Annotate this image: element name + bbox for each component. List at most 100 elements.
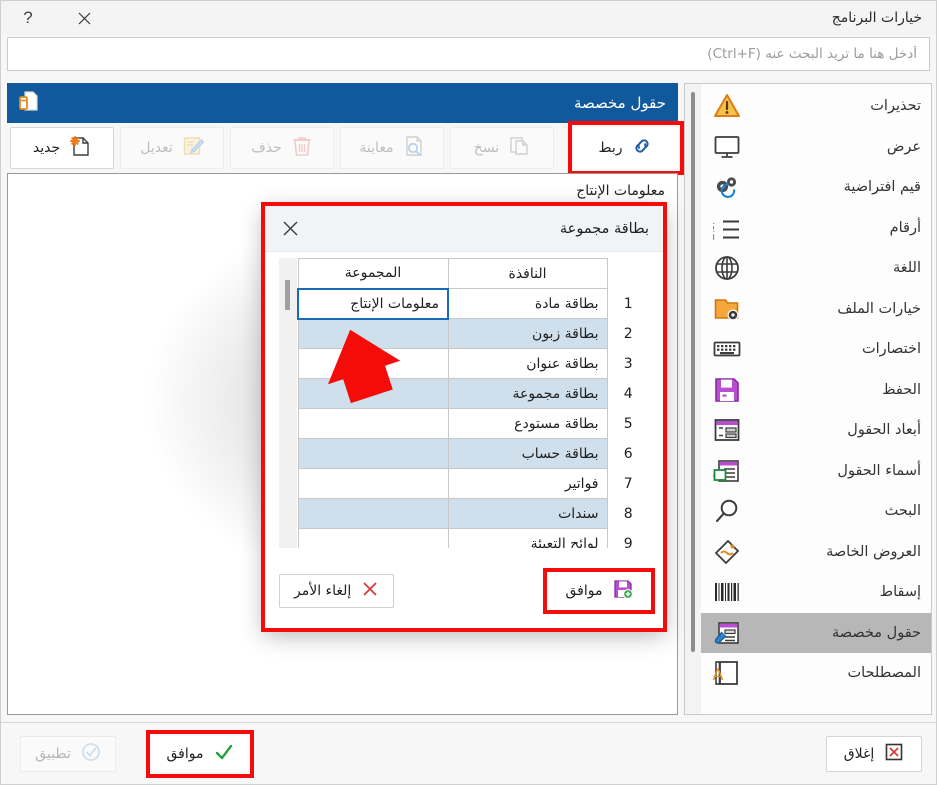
sidebar-scrollbar-thumb[interactable] [691,92,695,652]
sidebar-item-file-options[interactable]: خيارات الملف [701,289,931,330]
sidebar-item-terminology[interactable]: A المصطلحات [701,653,931,694]
numbered-list-icon: 1 2 3 [711,213,743,243]
dialog-close-button[interactable] [271,211,309,247]
gears-refresh-icon [711,172,743,202]
grid-header-group[interactable]: المجموعة [297,258,449,289]
cell-group[interactable] [297,318,449,349]
sidebar-item-warnings[interactable]: تحذيرات [701,86,931,127]
window-title: خيارات البرنامج [831,10,922,26]
cell-group[interactable] [297,378,449,409]
sidebar-item-field-names[interactable]: <> أسماء الحقول [701,451,931,492]
save-add-icon [613,579,633,603]
close-button[interactable] [67,3,101,33]
sidebar-item-field-dimensions[interactable]: أبعاد الحقول [701,410,931,451]
cell-window[interactable]: بطاقة مستودع [447,408,608,439]
ok-button[interactable]: موافق [146,730,254,778]
row-number: 9 [606,528,649,548]
grid-vertical-scrollbar[interactable] [279,258,297,548]
close-button-label: إغلاق [843,746,875,762]
sidebar-item-default-values[interactable]: قيم افتراضية [701,167,931,208]
grid-rownum-header [607,258,649,289]
close-dialog-button[interactable]: إغلاق [826,736,922,772]
sidebar-item-display[interactable]: عرض [701,127,931,168]
cell-window[interactable]: بطاقة حساب [447,438,608,469]
help-button[interactable]: ? [11,3,45,33]
row-number: 2 [606,318,649,349]
dialog-ok-label: موافق [565,583,603,599]
table-row[interactable]: 2 بطاقة زبون [297,318,649,349]
custom-fields-header-icon [17,89,41,117]
settings-sidebar: تحذيرات عرض قيم افتراضية [684,83,932,715]
cell-group[interactable] [297,408,449,439]
preview-magnifier-icon [403,135,425,161]
table-row[interactable]: 4 بطاقة مجموعة [297,378,649,409]
new-button[interactable]: جديد [10,127,114,169]
sidebar-item-custom-fields[interactable]: حقول مخصصة [701,612,931,653]
table-row[interactable]: 8 سندات [297,498,649,529]
grid-scrollbar-thumb[interactable] [285,280,290,310]
svg-text:A: A [713,665,724,684]
sidebar-item-drop[interactable]: إسقاط [701,572,931,613]
table-row[interactable]: 6 بطاقة حساب [297,438,649,469]
link-button[interactable]: ربط [568,121,684,175]
sidebar-item-label: تحذيرات [870,98,921,115]
copy-button[interactable]: نسخ [450,127,554,169]
link-button-label: ربط [598,140,623,156]
sidebar-item-label: العروض الخاصة [826,543,921,560]
grid-table: النافذة المجموعة 1 بطاقة مادة معلومات ال… [297,258,649,548]
delete-button[interactable]: حذف [230,127,334,169]
sidebar-item-label: إسقاط [879,584,921,601]
table-row[interactable]: 1 بطاقة مادة معلومات الإنتاج [297,287,649,320]
cell-group-selected[interactable]: معلومات الإنتاج [297,287,449,320]
magnifier-icon [711,496,743,526]
cell-group[interactable] [297,498,449,529]
sidebar-item-language[interactable]: اللغة [701,248,931,289]
cell-window[interactable]: لوائح التعبئة [447,528,608,548]
apply-button-label: تطبيق [35,746,71,762]
preview-button[interactable]: معاينة [340,127,444,169]
sidebar-item-search[interactable]: البحث [701,491,931,532]
sidebar-item-save[interactable]: الحفظ [701,370,931,411]
search-input[interactable] [7,37,930,71]
cell-window[interactable]: بطاقة مادة [447,288,608,319]
search-row [7,37,930,73]
sidebar-item-label: اختصارات [861,341,921,358]
dialog-title: بطاقة مجموعة [559,220,649,237]
cell-window[interactable]: بطاقة مجموعة [447,378,608,409]
sidebar-item-label: أرقام [889,219,921,236]
table-row[interactable]: 9 لوائح التعبئة [297,528,649,548]
cell-window[interactable]: بطاقة عنوان [447,348,608,379]
sidebar-item-special-offers[interactable]: العروض الخاصة [701,532,931,573]
table-row[interactable]: 7 فواتير [297,468,649,499]
field-names-code-icon: <> [711,456,743,486]
panel-toolbar: ربط نسخ معاينة حذف [7,121,684,175]
barcode-icon [711,577,743,607]
new-document-icon [69,135,91,161]
cell-window[interactable]: سندات [447,498,608,529]
link-chain-icon [631,135,653,161]
row-number: 8 [606,498,649,529]
cell-group[interactable] [297,348,449,379]
sidebar-scrollbar[interactable] [685,84,701,714]
close-icon [78,12,90,24]
cell-group[interactable] [297,438,449,469]
cell-window[interactable]: فواتير [447,468,608,499]
cell-group[interactable] [297,468,449,499]
sidebar-item-shortcuts[interactable]: اختصارات [701,329,931,370]
preview-button-label: معاينة [359,140,394,156]
panel-header: حقول مخصصة [7,83,678,123]
sidebar-item-numbers[interactable]: 1 2 3 أرقام [701,208,931,249]
apply-button[interactable]: تطبيق [20,736,116,772]
dialog-cancel-button[interactable]: إلغاء الأمر [279,574,395,608]
table-row[interactable]: 3 بطاقة عنوان [297,348,649,379]
dialog-ok-button[interactable]: موافق [543,568,655,614]
sidebar-item-label: اللغة [892,260,921,277]
content-first-row-label: معلومات الإنتاج [576,183,665,199]
cell-window[interactable]: بطاقة زبون [447,318,608,349]
edit-button[interactable]: تعديل [120,127,224,169]
cell-group[interactable] [297,528,449,548]
edit-button-label: تعديل [140,140,173,156]
dialog-title-bar: بطاقة مجموعة [265,206,663,252]
table-row[interactable]: 5 بطاقة مستودع [297,408,649,439]
grid-header-window[interactable]: النافذة [447,258,608,289]
